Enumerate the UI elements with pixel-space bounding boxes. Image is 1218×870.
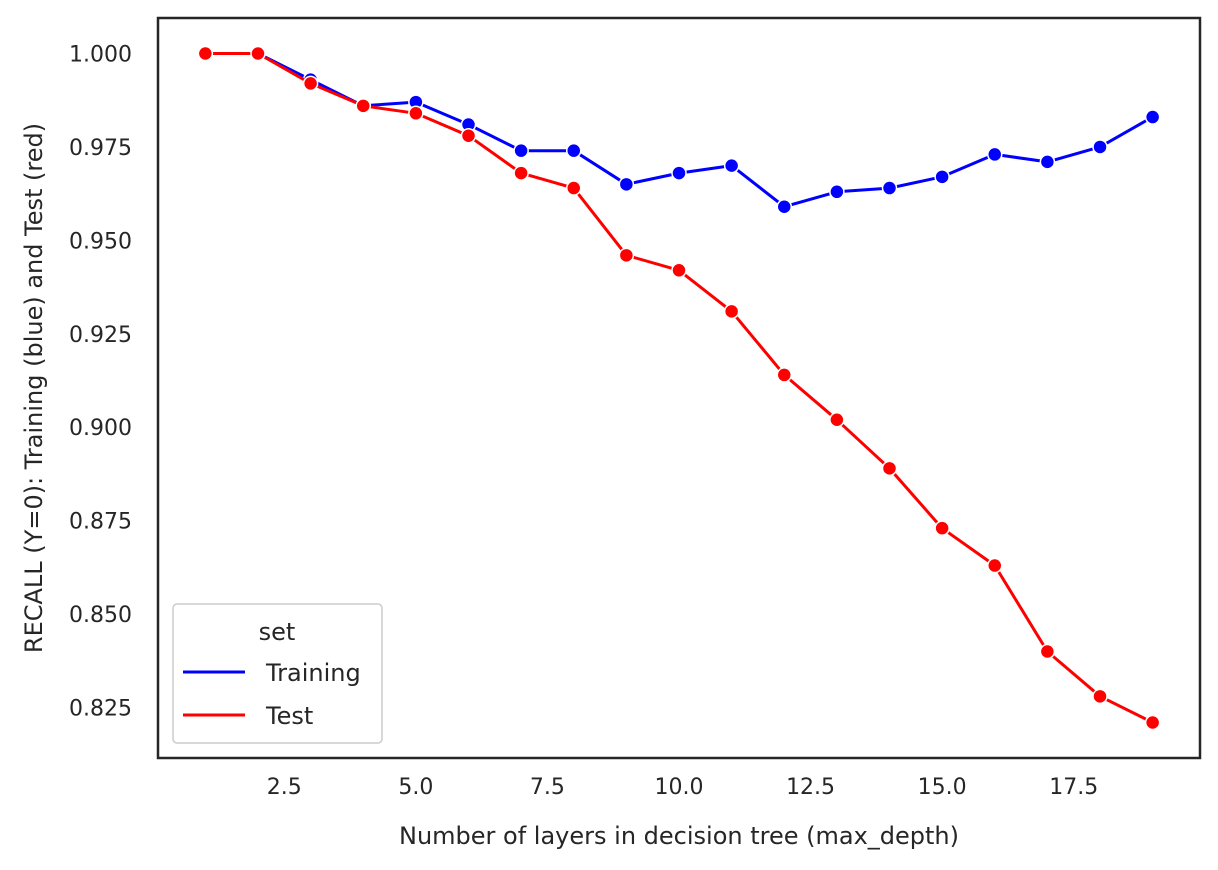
legend-label-test: Test xyxy=(265,702,313,730)
y-tick-label: 0.950 xyxy=(69,229,132,254)
data-point-test xyxy=(1092,688,1108,705)
x-tick-label: 12.5 xyxy=(786,775,835,800)
x-axis-label: Number of layers in decision tree (max_d… xyxy=(399,822,959,850)
legend-box xyxy=(172,603,383,744)
y-axis: 0.825 0.850 0.875 0.900 0.925 0.950 0.975 1.000 xyxy=(69,43,132,722)
data-point-test xyxy=(197,45,214,62)
data-point-training xyxy=(1144,109,1161,125)
y-axis-label: RECALL (Y=0): Training (blue) and Test (… xyxy=(20,123,48,653)
x-tick-label: 17.5 xyxy=(1049,775,1098,800)
y-tick-label: 0.975 xyxy=(69,136,132,161)
data-point-training xyxy=(513,142,529,159)
data-point-test xyxy=(460,127,477,144)
data-point-test xyxy=(829,412,845,428)
y-tick-label: 0.825 xyxy=(69,697,132,722)
data-point-test xyxy=(776,367,793,383)
data-point-test xyxy=(1144,714,1161,731)
data-point-training xyxy=(829,184,845,200)
legend-items: Training Test xyxy=(183,659,361,730)
data-point-test xyxy=(987,557,1003,574)
y-tick-label: 1.000 xyxy=(69,43,132,68)
data-point-training xyxy=(776,198,793,215)
data-point-test xyxy=(618,247,635,264)
data-point-training xyxy=(565,142,582,159)
data-point-training xyxy=(618,176,635,193)
y-tick-label: 0.900 xyxy=(69,416,132,441)
data-point-test xyxy=(723,303,740,320)
data-point-training xyxy=(671,165,687,181)
legend-label-training: Training xyxy=(265,659,361,687)
data-point-training xyxy=(934,169,950,185)
x-tick-label: 7.5 xyxy=(530,775,565,800)
data-point-training xyxy=(881,180,898,196)
data-point-test xyxy=(881,460,898,477)
data-point-test xyxy=(934,520,950,536)
data-point-test xyxy=(250,45,266,62)
y-tick-label: 0.850 xyxy=(69,603,132,628)
data-point-test xyxy=(671,262,687,279)
data-point-test xyxy=(408,105,424,122)
data-point-training xyxy=(1039,154,1056,170)
data-point-training xyxy=(1092,139,1108,155)
axes-frame xyxy=(156,16,1202,760)
y-tick-label: 0.875 xyxy=(69,510,132,535)
x-tick-label: 5.0 xyxy=(398,775,433,800)
data-point-test xyxy=(565,180,582,196)
y-tick-label: 0.925 xyxy=(69,323,132,348)
series-group xyxy=(197,45,1161,731)
legend: set Training Test xyxy=(172,603,383,744)
data-point-test xyxy=(355,98,371,114)
x-tick-label: 10.0 xyxy=(655,775,704,800)
data-point-test xyxy=(302,75,319,92)
x-tick-label: 15.0 xyxy=(918,775,967,800)
data-point-test xyxy=(513,165,529,181)
x-axis: 2.5 5.0 7.5 10.0 12.5 15.0 17.5 xyxy=(267,775,1098,800)
x-tick-label: 2.5 xyxy=(267,775,302,800)
data-point-test xyxy=(1039,643,1056,660)
data-point-training xyxy=(723,157,740,174)
legend-title: set xyxy=(259,618,296,646)
data-point-training xyxy=(987,146,1003,163)
